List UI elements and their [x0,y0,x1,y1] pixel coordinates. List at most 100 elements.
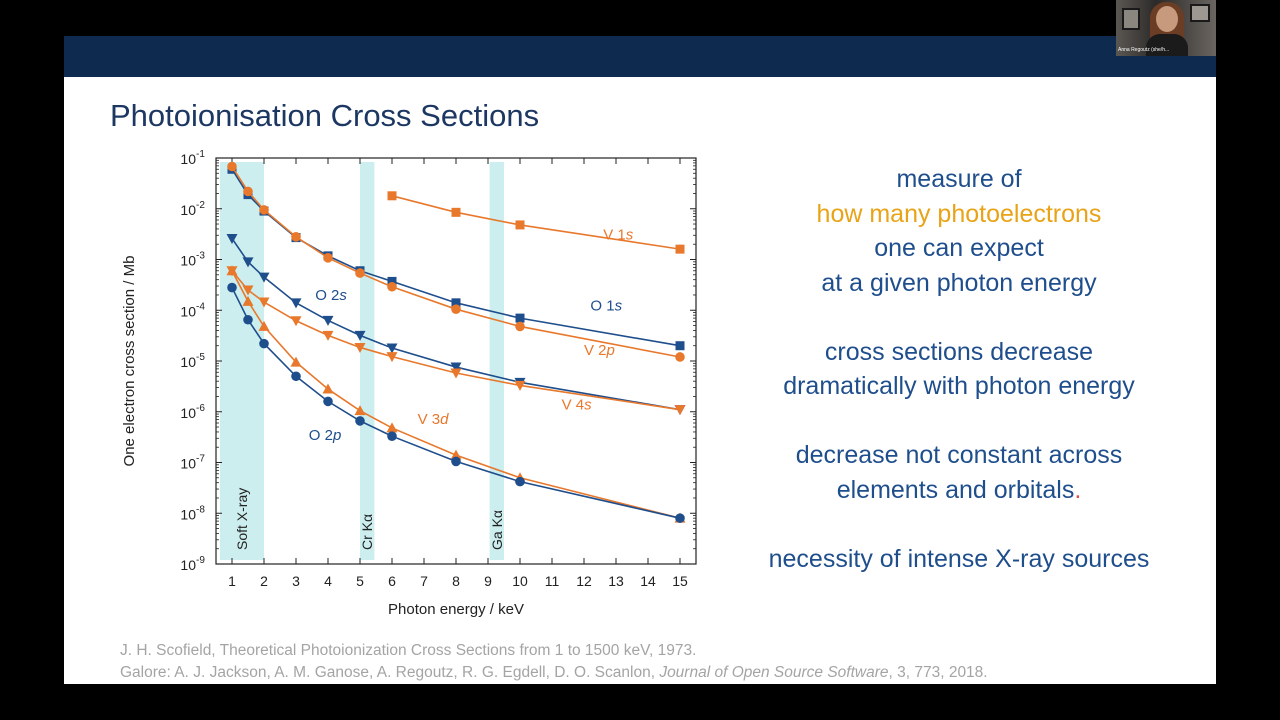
x-tick-label: 1 [228,573,236,589]
picture-frame-icon [1122,8,1140,30]
data-point-triangle-down [514,380,526,391]
x-tick-label: 14 [640,573,656,589]
x-tick-label: 7 [420,573,428,589]
x-tick-label: 5 [356,573,364,589]
plot-frame [215,157,697,565]
data-point-circle [291,371,301,382]
data-point-triangle-up [354,405,366,416]
data-point-triangle-down [226,233,238,244]
data-point-square [515,313,525,323]
data-point-circle [451,456,461,467]
data-point-triangle-down [386,352,398,363]
data-point-triangle-down [258,297,270,308]
data-point-triangle-up [290,356,302,367]
data-point-square [515,220,525,230]
y-tick-exponent: -3 [196,251,205,262]
series-label: V 1s [603,226,634,243]
chart-svg: Soft X-ray Cr Kα Ga Kα10-110-210-310-410-5… [121,149,697,618]
data-point-circle [515,321,525,332]
reference-authors: Galore: A. J. Jackson, A. M. Ganose, A. … [120,664,660,681]
series-label-orbital: s [339,287,347,304]
series-label: V 4s [562,397,593,414]
bullet-text: measure of how many photoelectrons one c… [704,162,1214,576]
data-point-circle [291,232,301,242]
data-point-triangle-down [386,343,398,354]
y-tick-label: 10 [180,253,196,269]
data-point-triangle-down [290,316,302,327]
data-point-circle [259,338,269,349]
data-point-triangle-down [322,330,334,341]
data-point-square [675,341,685,351]
slide: Photoionisation Cross Sections Soft X-ra… [64,36,1216,684]
data-point-triangle-up [242,295,254,306]
band-label: Cr Kα [359,514,375,550]
data-point-triangle-up [322,383,334,394]
energy-band [220,162,264,560]
y-tick-exponent: -7 [196,454,205,465]
data-point-triangle-down [322,315,334,326]
data-point-circle [355,416,365,426]
data-point-square [675,244,685,254]
data-point-triangle-down [242,285,254,296]
bullet-line: measure of [896,165,1022,193]
x-tick-label: 8 [452,573,460,589]
series-line [231,166,681,358]
y-tick-exponent: -1 [196,149,205,160]
x-tick-label: 15 [672,573,688,589]
data-point-square [387,276,397,286]
series-line [231,237,681,411]
energy-band [489,162,504,560]
x-tick-label: 11 [545,573,560,589]
bullet-line: one can expect [874,234,1044,262]
data-point-circle [387,281,397,292]
data-point-circle [451,304,461,314]
data-point-square [451,298,461,308]
data-point-triangle-down [242,257,254,268]
series-label-orbital: d [440,411,449,428]
x-tick-label: 13 [608,573,624,589]
data-point-triangle-up [226,265,238,276]
series-line [231,287,681,519]
bullet-line: dramatically with photon energy [783,372,1135,400]
band-label: Soft X-ray [234,488,250,550]
data-point-circle [227,282,237,293]
series-label-orbital: p [332,427,341,444]
series-label: O 2p [309,427,342,444]
y-tick-exponent: -9 [196,555,205,566]
bullet-line: necessity of intense X-ray sources [768,544,1150,573]
series-label-orbital: s [626,226,634,243]
data-point-triangle-down [450,368,462,379]
series-label-orbital: s [584,397,592,414]
y-tick-label: 10 [180,151,196,167]
x-tick-label: 9 [484,573,492,589]
bullet-line: at a given photon energy [821,268,1097,297]
series-label-orbital: p [606,342,615,359]
webcam-name-label: Anna Regoutz (she/h... [1118,47,1170,53]
series-label: V 2p [584,342,615,359]
webcam-thumbnail[interactable]: Anna Regoutz (she/h... [1116,0,1216,56]
data-point-triangle-down [450,362,462,373]
y-tick-label: 10 [180,405,196,421]
reference-journal: Journal of Open Source Software [659,664,889,681]
data-point-circle [323,253,333,263]
data-point-triangle-down [290,298,302,309]
bullet-text-span: elements and orbitals [836,475,1075,504]
data-point-triangle-up [450,449,462,460]
data-point-square [387,191,397,201]
data-point-triangle-up [386,422,398,433]
series-line [231,270,681,411]
data-point-circle [675,513,685,523]
data-point-circle [387,431,397,441]
data-point-circle [243,186,253,197]
slide-title: Photoionisation Cross Sections [110,98,540,133]
reference-scofield: J. H. Scofield, Theoretical Photoionizat… [120,642,697,659]
data-point-square [451,207,461,217]
x-tick-label: 10 [512,573,528,589]
reference-galore: Galore: A. J. Jackson, A. M. Ganose, A. … [120,662,988,684]
presenter-face [1156,6,1178,32]
series-line [231,270,681,519]
data-point-triangle-down [674,405,686,416]
x-tick-label: 12 [576,573,592,589]
y-tick-label: 10 [180,303,196,319]
x-tick-label: 2 [260,573,268,589]
